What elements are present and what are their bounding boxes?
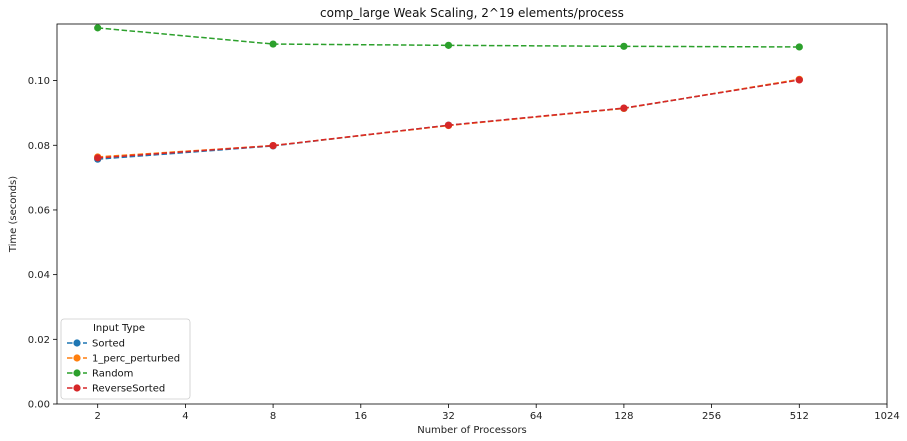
y-tick-label: 0.10 (28, 76, 50, 87)
legend-label: ReverseSorted (92, 384, 165, 395)
data-point (444, 41, 453, 49)
series-line (97, 78, 800, 160)
x-tick-label: 512 (790, 411, 809, 422)
legend-swatch-marker (73, 339, 81, 347)
x-tick-label: 64 (530, 411, 543, 422)
legend-title: Input Type (93, 323, 145, 334)
legend-box (60, 318, 191, 400)
y-tick-label: 0.02 (28, 335, 50, 346)
y-axis: 0.00 0.02 0.04 0.06 0.08 0.10 (28, 76, 57, 411)
x-tick-label: 128 (614, 411, 633, 422)
x-tick-label: 256 (702, 411, 721, 422)
data-point (795, 76, 803, 84)
y-axis-label: Time (seconds) (8, 176, 19, 253)
series-1-perc-perturbed (94, 75, 803, 161)
series-line (97, 27, 800, 48)
legend-label: 1_perc_perturbed (92, 354, 180, 365)
x-tick-label: 1024 (874, 411, 899, 422)
x-axis: 2 4 8 16 32 64 128 256 512 1024 (95, 404, 900, 422)
data-point (444, 121, 453, 129)
data-point (269, 142, 277, 150)
series-random (94, 24, 803, 51)
legend-item: 1_perc_perturbed (67, 354, 180, 365)
plot-frame (56, 23, 888, 405)
y-tick-label: 0.08 (28, 141, 50, 152)
series-line (97, 78, 800, 158)
series-line (97, 79, 800, 159)
x-tick-label: 4 (182, 411, 188, 422)
x-tick-label: 2 (95, 411, 101, 422)
x-tick-label: 16 (354, 411, 367, 422)
x-tick-label: 8 (270, 411, 276, 422)
data-point (269, 40, 277, 48)
series-reversesorted (94, 76, 803, 162)
legend-swatch-marker (73, 369, 81, 377)
y-tick-label: 0.06 (28, 205, 50, 216)
chart-title: comp_large Weak Scaling, 2^19 elements/p… (320, 6, 624, 20)
legend-item: Sorted (67, 339, 125, 350)
series-layer (94, 24, 803, 163)
legend-item: Random (67, 369, 133, 380)
data-point (795, 43, 803, 51)
legend-item: ReverseSorted (67, 384, 165, 395)
legend-label: Random (92, 369, 133, 380)
y-tick-label: 0.04 (28, 270, 50, 281)
data-point (94, 24, 102, 32)
data-point (94, 154, 102, 162)
data-point (620, 104, 628, 112)
series-sorted (94, 76, 803, 163)
y-tick-label: 0.00 (28, 400, 50, 411)
legend: Input Type Sorted 1_perc_perturbed Random R… (60, 318, 191, 400)
x-tick-label: 32 (442, 411, 455, 422)
legend-swatch-marker (73, 384, 81, 392)
legend-swatch-marker (73, 354, 81, 362)
legend-label: Sorted (92, 339, 125, 350)
x-axis-label: Number of Processors (417, 425, 527, 436)
data-point (620, 42, 628, 50)
